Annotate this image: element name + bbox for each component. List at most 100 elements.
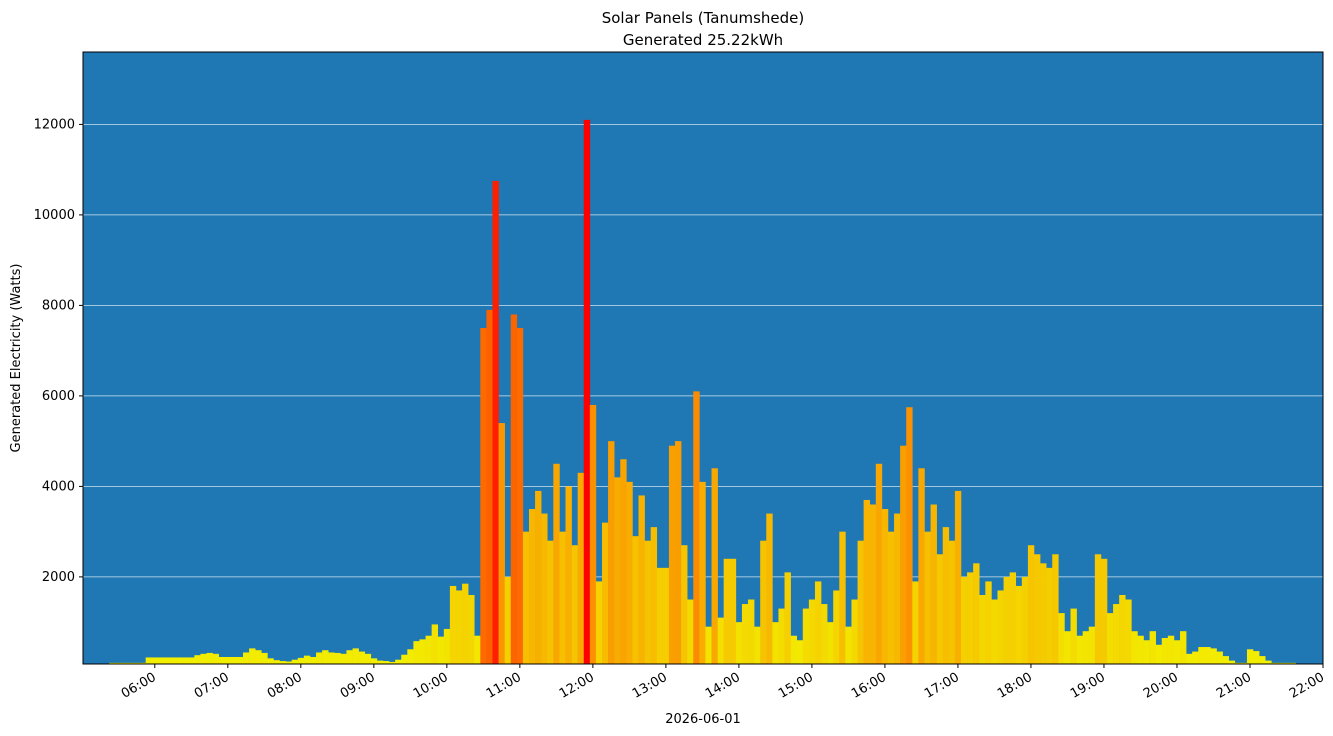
bar: [802, 608, 810, 664]
bar: [1204, 647, 1211, 664]
bar: [1046, 567, 1053, 664]
bar: [236, 656, 244, 664]
bar: [303, 655, 311, 664]
bar: [1107, 613, 1114, 664]
bar: [668, 445, 676, 664]
bar: [316, 652, 323, 664]
bar: [1119, 594, 1126, 664]
bar: [1137, 635, 1144, 664]
bar: [559, 531, 566, 664]
bar: [571, 545, 578, 664]
bar: [498, 423, 505, 664]
bar: [790, 635, 797, 664]
y-tick-label: 2000: [42, 570, 75, 585]
bar: [772, 622, 779, 664]
bar: [1015, 585, 1023, 664]
bar: [1222, 656, 1229, 664]
bar: [821, 604, 828, 664]
bar: [352, 648, 359, 664]
bar: [486, 309, 493, 664]
bar: [1082, 631, 1090, 664]
bar: [723, 558, 731, 664]
bar: [492, 180, 499, 664]
bar: [541, 513, 548, 664]
bar: [328, 652, 335, 664]
bar: [960, 576, 968, 664]
bar: [857, 540, 864, 664]
bar: [699, 481, 706, 664]
bar: [748, 599, 755, 664]
bar: [109, 662, 116, 664]
bar: [510, 314, 518, 664]
bar: [322, 650, 329, 664]
bar: [370, 658, 378, 664]
bar: [553, 463, 560, 664]
bar: [912, 581, 919, 664]
bar: [1131, 631, 1138, 664]
bar: [656, 567, 664, 664]
x-tick-label: 21:00: [1214, 670, 1254, 702]
bar: [115, 662, 122, 664]
bar: [595, 581, 603, 664]
bar: [1167, 635, 1175, 664]
x-tick-label: 14:00: [703, 670, 743, 702]
bar: [194, 655, 201, 664]
x-tick-label: 18:00: [995, 670, 1035, 702]
bar: [1070, 608, 1077, 664]
bar: [1173, 640, 1181, 664]
bar: [1125, 599, 1132, 664]
bar: [906, 407, 913, 664]
bar: [705, 626, 712, 664]
bar: [808, 599, 816, 664]
bar: [188, 657, 195, 664]
bar: [413, 641, 420, 664]
bar: [382, 661, 390, 664]
x-tick-label: 19:00: [1068, 670, 1108, 702]
bar: [200, 653, 207, 664]
bar: [601, 522, 609, 664]
bar: [839, 531, 846, 664]
bar: [176, 657, 183, 664]
bar: [979, 594, 986, 664]
bar: [157, 657, 165, 664]
bar: [1100, 558, 1108, 664]
bar: [851, 599, 858, 664]
bar: [1021, 576, 1029, 664]
bar: [547, 540, 554, 664]
y-tick-label: 10000: [34, 208, 75, 223]
bar: [784, 572, 791, 664]
bar: [1246, 649, 1254, 664]
bar: [279, 661, 286, 664]
bar: [249, 648, 256, 664]
bar: [638, 495, 645, 664]
bar: [267, 658, 274, 664]
bar: [936, 554, 944, 664]
bar: [1052, 554, 1059, 664]
bar: [717, 617, 724, 664]
bar: [230, 656, 238, 664]
y-tick-label: 4000: [42, 479, 75, 494]
bar: [924, 531, 931, 664]
bar: [869, 504, 877, 664]
bar: [1289, 662, 1296, 664]
bar: [443, 628, 451, 664]
bar: [309, 656, 317, 664]
bar: [1180, 631, 1187, 664]
bar: [863, 499, 871, 664]
x-tick-label: 17:00: [922, 670, 962, 702]
bar: [1228, 660, 1236, 664]
bar: [577, 472, 585, 664]
bar: [255, 650, 262, 664]
bar: [419, 639, 426, 664]
bar: [675, 441, 682, 664]
bar: [632, 536, 639, 664]
bar: [1271, 662, 1278, 664]
bar: [991, 599, 998, 664]
bar: [1113, 604, 1120, 664]
bar: [462, 583, 469, 664]
bar: [1161, 637, 1169, 664]
bar: [297, 657, 305, 664]
x-tick-label: 16:00: [849, 670, 889, 702]
bar: [1253, 651, 1260, 664]
bar: [334, 652, 341, 664]
